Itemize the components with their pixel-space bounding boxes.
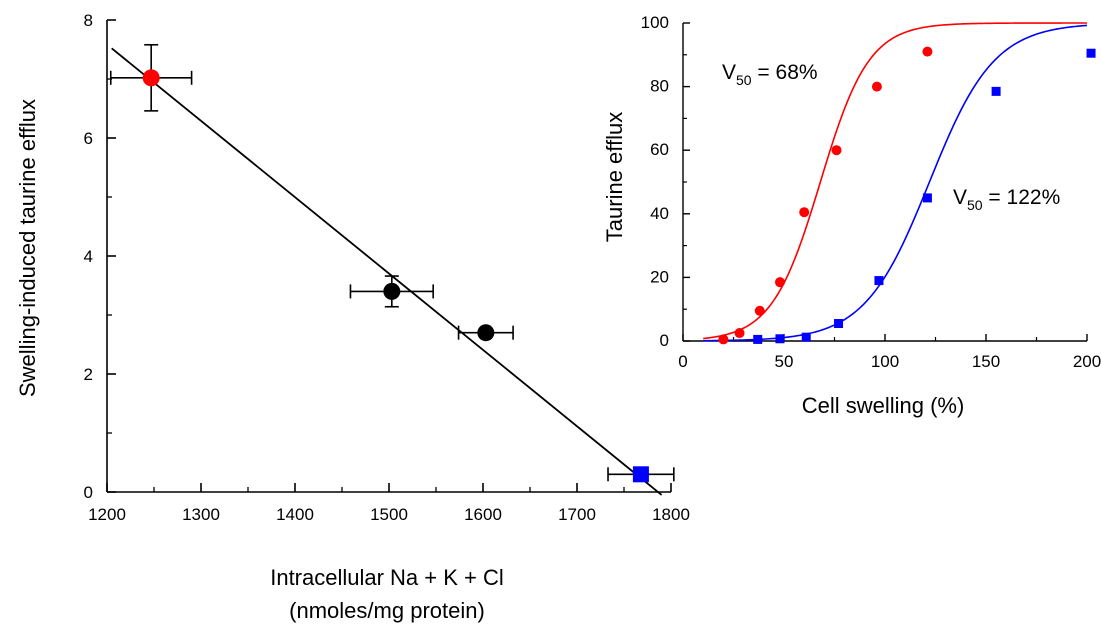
left-x-tick-label: 1300 — [182, 505, 220, 524]
left-x-tick-label: 1500 — [370, 505, 408, 524]
right-data-point-1 — [753, 334, 763, 344]
right-x-tick-label: 0 — [678, 352, 687, 371]
v50-blue-annotation: V50 = 122% — [953, 186, 1060, 213]
left-x-tick-label: 1200 — [88, 505, 126, 524]
right-y-tick-label: 100 — [641, 13, 669, 32]
right-data-point-1 — [801, 332, 811, 342]
right-x-tick-label: 150 — [972, 352, 1000, 371]
left-chart: 0 2 4 6 8 1200 1300 1400 1500 1600 1700 1800 Swell… — [15, 11, 690, 623]
right-y-tick-label: 80 — [650, 77, 669, 96]
left-x-tick-label: 1800 — [652, 505, 690, 524]
right-data-point-0 — [831, 145, 842, 156]
right-data-point-1 — [834, 319, 844, 329]
v50-red-annotation: V50 = 68% — [722, 61, 818, 88]
right-x-tick-label: 50 — [775, 352, 794, 371]
right-data-point-0 — [871, 81, 882, 92]
right-data-point-0 — [922, 46, 933, 57]
left-x-tick-label: 1700 — [558, 505, 596, 524]
left-fit-line — [111, 47, 663, 496]
v50-blue-prefix: V — [953, 186, 967, 209]
right-data-point-1 — [922, 193, 932, 203]
left-y-tick-label: 4 — [84, 247, 93, 266]
right-data-point-0 — [774, 277, 785, 288]
right-data-point-1 — [775, 334, 785, 344]
right-data-point-0 — [799, 207, 810, 218]
right-data-point-1 — [991, 86, 1001, 96]
right-data-point-0 — [754, 305, 765, 316]
left-data-point — [477, 324, 495, 342]
left-y-tick-label: 6 — [84, 129, 93, 148]
right-data-point-0 — [734, 328, 745, 339]
right-y-tick-label: 20 — [650, 267, 669, 286]
right-fit-curves — [703, 22, 1088, 342]
right-x-axis-label: Cell swelling (%) — [802, 393, 965, 418]
right-fit-curve-0 — [703, 22, 1087, 340]
left-y-tick-labels: 0 2 4 6 8 — [84, 11, 93, 502]
right-fit-curve-1 — [703, 24, 1088, 342]
right-axes — [682, 22, 1088, 342]
left-data-point — [142, 69, 160, 87]
left-y-tick-label: 2 — [84, 365, 93, 384]
right-data-point-0 — [718, 334, 729, 345]
left-data-points — [109, 43, 675, 483]
v50-red-prefix: V — [722, 61, 736, 84]
left-data-point — [383, 282, 401, 300]
left-x-tick-label: 1400 — [276, 505, 314, 524]
left-y-tick-label: 0 — [84, 483, 93, 502]
right-y-tick-label: 0 — [660, 331, 669, 350]
v50-red-subscript: 50 — [736, 72, 752, 88]
right-data-point-1 — [1086, 48, 1096, 58]
left-x-axis-label-line1: Intracellular Na + K + Cl — [270, 565, 504, 590]
right-data-point-1 — [874, 276, 884, 286]
v50-blue-subscript: 50 — [967, 197, 983, 213]
left-axes — [106, 19, 672, 493]
right-x-tick-label: 100 — [871, 352, 899, 371]
right-y-tick-labels: 0 20 40 60 80 100 — [641, 13, 669, 350]
v50-red-value: = 68% — [752, 61, 818, 84]
left-data-point — [632, 466, 649, 483]
v50-blue-value: = 122% — [983, 186, 1061, 209]
left-y-tick-label: 8 — [84, 11, 93, 30]
right-y-axis-label: Taurine efflux — [602, 112, 627, 242]
right-y-tick-label: 60 — [650, 140, 669, 159]
right-y-tick-label: 40 — [650, 204, 669, 223]
right-data-points — [718, 46, 1096, 345]
left-y-axis-label: Swelling-induced taurine efflux — [15, 99, 40, 397]
right-x-tick-label: 200 — [1073, 352, 1101, 371]
left-regression-line — [111, 47, 663, 496]
right-x-tick-labels: 0 50 100 150 200 — [678, 352, 1101, 371]
left-x-tick-labels: 1200 1300 1400 1500 1600 1700 1800 — [88, 505, 690, 524]
left-x-tick-label: 1600 — [464, 505, 502, 524]
right-chart: 0 20 40 60 80 100 0 50 100 150 200 Taurine efflux… — [602, 13, 1101, 418]
left-x-axis-label-line2: (nmoles/mg protein) — [289, 598, 485, 623]
